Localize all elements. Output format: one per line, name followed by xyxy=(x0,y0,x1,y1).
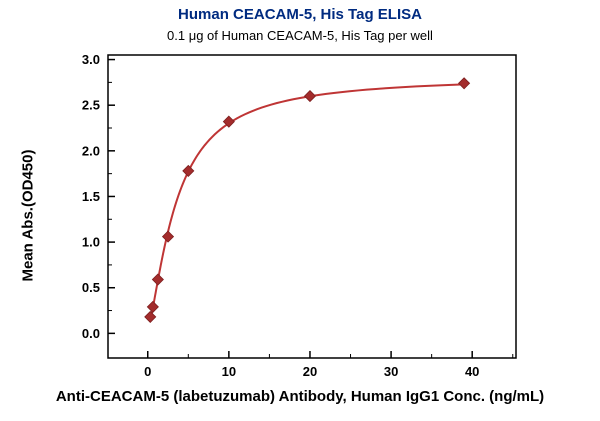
y-tick-label: 3.0 xyxy=(82,52,100,67)
data-point xyxy=(146,300,159,313)
y-tick-label: 0.5 xyxy=(82,280,100,295)
data-point xyxy=(182,164,195,177)
y-axis-label: Mean Abs.(OD450) xyxy=(19,149,37,282)
plot-frame xyxy=(107,54,517,359)
x-tick-label: 10 xyxy=(222,364,236,379)
y-tick-label: 0.0 xyxy=(82,326,100,341)
x-tick-label: 40 xyxy=(465,364,479,379)
y-tick-label: 1.5 xyxy=(82,189,100,204)
y-tick-label: 1.0 xyxy=(82,235,100,250)
data-point xyxy=(458,77,471,90)
x-tick-label: 30 xyxy=(384,364,398,379)
y-tick-label: 2.5 xyxy=(82,98,100,113)
x-axis-label: Anti-CEACAM-5 (labetuzumab) Antibody, Hu… xyxy=(55,388,545,405)
y-tick-label: 2.0 xyxy=(82,143,100,158)
x-tick-label: 0 xyxy=(144,364,151,379)
chart-title: Human CEACAM-5, His Tag ELISA xyxy=(178,6,422,23)
x-tick-label: 20 xyxy=(303,364,317,379)
data-point xyxy=(222,115,235,128)
data-point xyxy=(161,230,175,243)
fit-curve xyxy=(149,83,466,323)
data-point xyxy=(144,310,157,323)
chart-subtitle: 0.1 μg of Human CEACAM-5, His Tag per we… xyxy=(167,28,433,43)
data-point xyxy=(303,90,317,103)
data-point xyxy=(151,273,164,286)
